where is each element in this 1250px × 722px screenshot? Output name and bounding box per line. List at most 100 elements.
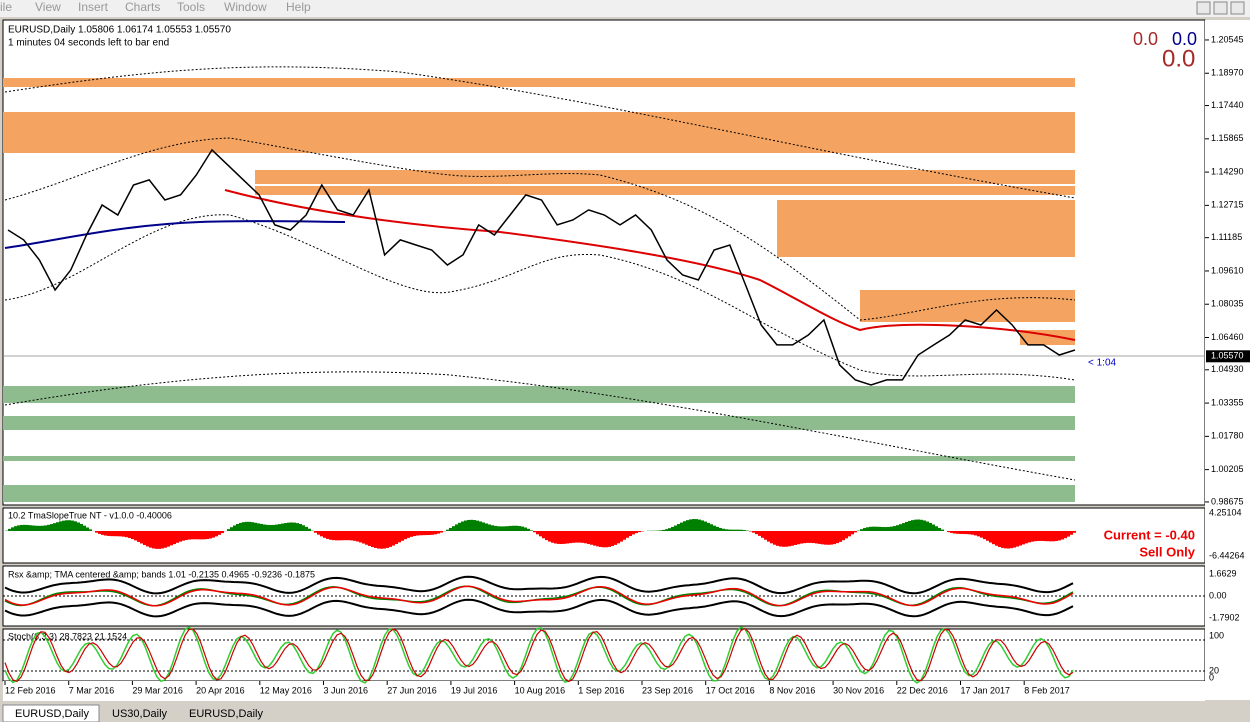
slope-bar — [617, 531, 620, 544]
slope-bar — [167, 531, 170, 547]
tab-label[interactable]: EURUSD,Daily — [15, 708, 89, 720]
y-tick-label: 0.98675 — [1211, 496, 1244, 506]
supply-zone — [3, 112, 1075, 153]
zones — [3, 78, 1075, 502]
spread-left: 0.0 — [1133, 29, 1158, 49]
slope-bar — [386, 531, 389, 548]
slope-bar — [731, 529, 734, 531]
slope-bar — [215, 531, 218, 537]
slope-bar — [947, 531, 950, 533]
slope-bar — [950, 531, 953, 533]
slope-bar — [722, 528, 725, 531]
restore-btn[interactable] — [1213, 1, 1228, 15]
slope-bar — [197, 531, 200, 540]
slope-bar — [140, 531, 143, 544]
slope-bar — [59, 521, 62, 531]
countdown: < 1:04 — [1088, 358, 1117, 369]
menu-item[interactable]: Help — [286, 0, 311, 14]
slope-bar — [14, 526, 17, 531]
slope-bar — [593, 531, 596, 546]
slope-bar — [1031, 531, 1034, 542]
slope-bar — [1028, 531, 1031, 543]
slope-bar — [788, 531, 791, 547]
slope-bar — [527, 528, 530, 531]
slope-bar — [395, 531, 398, 545]
slope-bar — [44, 525, 47, 531]
slope-bar — [296, 523, 299, 531]
slope-bar — [974, 531, 977, 536]
menu-item[interactable]: View — [35, 0, 61, 14]
menu-item[interactable]: Window — [224, 0, 267, 14]
menu-bg — [0, 0, 1250, 17]
slope-bar — [545, 531, 548, 541]
slope-bar — [971, 531, 974, 535]
slope-bar — [173, 531, 176, 545]
slope-bar — [137, 531, 140, 542]
slope-bar — [587, 531, 590, 544]
tab-label[interactable]: EURUSD,Daily — [189, 708, 263, 720]
menu-item[interactable]: Charts — [125, 0, 160, 14]
slope-bar — [866, 527, 869, 531]
slope-bar — [737, 529, 740, 531]
slope-bar — [26, 524, 29, 531]
slope-bar — [242, 522, 245, 531]
menu-item[interactable]: Tools — [177, 0, 205, 14]
slope-bar — [344, 531, 347, 541]
slope-bar — [287, 522, 290, 531]
slope-bar — [812, 531, 815, 544]
slope-bar — [251, 522, 254, 531]
slope-bar — [1022, 531, 1025, 545]
menu-item[interactable]: ile — [0, 0, 12, 14]
slope-bar — [833, 531, 836, 545]
slope-bar — [638, 531, 641, 533]
slope-bar — [854, 531, 857, 533]
date-label: 12 Feb 2016 — [5, 685, 56, 695]
slope-bar — [422, 531, 425, 536]
slope-bar — [56, 522, 59, 531]
slope-bar — [440, 531, 443, 533]
slope-bar — [1064, 531, 1067, 539]
slope-bar — [119, 531, 122, 537]
tab-active[interactable] — [2, 704, 100, 722]
close-btn[interactable] — [1230, 1, 1245, 15]
slope-bar — [569, 531, 572, 544]
slope-bar — [323, 531, 326, 538]
slope-bar — [194, 531, 197, 540]
slope-bar — [1016, 531, 1019, 547]
slope-bar — [872, 526, 875, 531]
slope-bar — [314, 531, 317, 533]
slope-bar — [629, 531, 632, 537]
menu-item[interactable]: Insert — [78, 0, 109, 14]
slope-bar — [761, 531, 764, 538]
supply-zone — [255, 170, 1075, 184]
slope-bar — [563, 531, 566, 544]
slope-bar — [41, 525, 44, 531]
slope-bar — [1070, 531, 1073, 535]
spread-right: 0.0 — [1172, 29, 1197, 49]
slope-bar — [485, 523, 488, 531]
slope-bar — [50, 524, 53, 531]
ind-axis: 20 — [1209, 665, 1219, 675]
slope-bar — [530, 530, 533, 531]
slope-bar — [794, 531, 797, 545]
ind-axis: -6.44264 — [1209, 550, 1245, 560]
slope-bar — [620, 531, 623, 542]
slope-bar — [65, 520, 68, 531]
slope-bar — [779, 531, 782, 547]
slope-bar — [791, 531, 794, 546]
slope-bar — [659, 530, 662, 531]
slope-bar — [479, 521, 482, 531]
slope-bar — [488, 524, 491, 531]
slope-bar — [71, 520, 74, 531]
slope-bar — [254, 522, 257, 531]
slope-bar — [1019, 531, 1022, 546]
slope-bar — [155, 531, 158, 549]
slope-bar — [887, 526, 890, 531]
slope-bar — [434, 531, 437, 535]
slope-bar — [821, 531, 824, 545]
slope-bar — [614, 531, 617, 545]
tab-label[interactable]: US30,Daily — [112, 708, 168, 720]
minimize-btn[interactable] — [1196, 1, 1211, 15]
slope-bar — [539, 531, 542, 537]
slope-bar — [626, 531, 629, 538]
